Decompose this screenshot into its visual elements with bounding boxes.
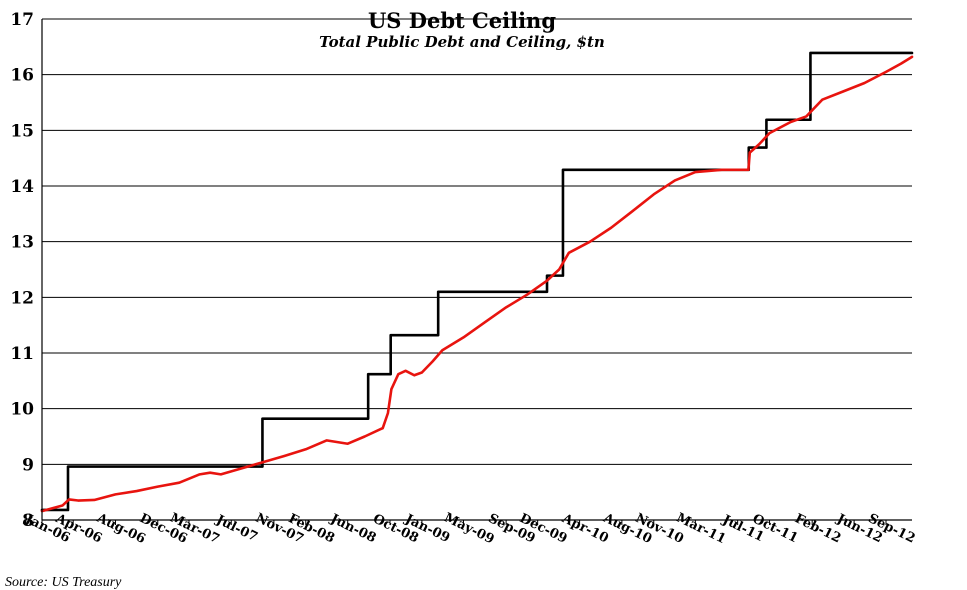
data-point: [241, 467, 243, 470]
data-point: [431, 360, 434, 363]
data-point: [789, 121, 792, 123]
x-axis-ticks: Jan-06Apr-06Aug-06Dec-06Mar-07Jul-07Nov-…: [22, 510, 917, 547]
data-point: [610, 226, 612, 229]
data-point: [747, 169, 750, 171]
data-point: [413, 374, 416, 377]
data-point: [261, 417, 264, 420]
data-point: [389, 334, 392, 336]
y-tick-label: 9: [22, 455, 34, 475]
data-point: [568, 252, 570, 254]
data-point: [694, 171, 697, 173]
data-point: [367, 373, 369, 375]
y-tick-label: 10: [10, 400, 34, 420]
data-point: [462, 336, 465, 339]
data-point: [135, 490, 138, 492]
series-lines: [40, 51, 914, 513]
data-point: [805, 115, 808, 118]
data-point: [842, 90, 845, 93]
data-point: [390, 388, 393, 390]
data-point: [483, 321, 486, 324]
y-tick-label: 17: [10, 10, 34, 30]
data-point: [397, 373, 400, 375]
data-point: [747, 146, 750, 149]
data-point: [526, 293, 529, 296]
data-point: [304, 448, 307, 451]
data-point: [505, 306, 507, 309]
data-point: [198, 473, 201, 476]
data-point: [765, 118, 768, 121]
series-line-ceiling: [40, 51, 914, 512]
x-tick-label: Mar-11: [674, 510, 728, 547]
series-line-debt: [40, 55, 914, 513]
data-point: [262, 461, 264, 463]
data-point: [209, 471, 211, 474]
data-point: [68, 498, 70, 501]
data-point: [381, 427, 384, 429]
data-point: [863, 82, 866, 84]
data-point: [387, 412, 389, 414]
data-point: [77, 499, 79, 502]
data-point: [325, 439, 328, 442]
y-axis-ticks: 8 9 10 11 12 13 14 15 16 17: [10, 10, 34, 531]
data-point: [437, 290, 439, 293]
data-point: [178, 481, 181, 484]
data-point: [589, 240, 591, 243]
data-point: [821, 98, 824, 101]
data-point: [674, 179, 676, 182]
data-point: [546, 279, 548, 282]
data-point: [346, 442, 349, 445]
y-tick-label: 16: [10, 66, 34, 86]
data-point: [220, 473, 222, 476]
data-point: [885, 71, 887, 73]
data-point: [911, 52, 913, 54]
axes: [41, 19, 912, 521]
y-tick-label: 11: [10, 344, 34, 364]
data-point: [404, 370, 407, 372]
data-point: [911, 56, 913, 58]
data-point: [900, 62, 903, 65]
data-point: [720, 169, 723, 171]
data-point: [93, 499, 96, 501]
y-tick-label: 8: [22, 511, 34, 531]
data-point: [363, 435, 366, 438]
x-tick-label: Jul-07: [213, 512, 260, 545]
y-tick-label: 12: [10, 288, 34, 308]
data-point: [441, 349, 444, 352]
data-point: [114, 493, 117, 496]
data-point: [558, 268, 560, 271]
data-point: [652, 193, 655, 196]
x-tick-label: Feb-12: [792, 511, 843, 546]
x-tick-label: May-09: [442, 510, 497, 547]
data-point: [67, 465, 69, 468]
data-point: [748, 151, 751, 154]
data-point: [768, 132, 771, 134]
y-tick-label: 15: [10, 121, 34, 141]
data-point: [421, 371, 423, 374]
data-point: [631, 210, 634, 212]
data-point: [562, 169, 564, 171]
y-tick-label: 14: [10, 177, 34, 197]
data-point: [758, 143, 760, 146]
data-point: [283, 455, 286, 457]
data-point: [61, 504, 64, 507]
data-point: [156, 485, 159, 488]
data-point: [809, 52, 812, 54]
y-tick-label: 13: [10, 233, 34, 253]
chart-subtitle: Total Public Debt and Ceiling, $tn: [319, 33, 605, 51]
x-tick-label: Aug-06: [93, 510, 147, 547]
source-note: Source: US Treasury: [5, 575, 122, 590]
gridlines: [42, 18, 912, 465]
chart-title: US Debt Ceiling: [368, 8, 556, 33]
x-tick-label: Jun-08: [327, 511, 378, 546]
x-tick-label: Apr-10: [559, 511, 611, 547]
data-point: [546, 274, 548, 277]
